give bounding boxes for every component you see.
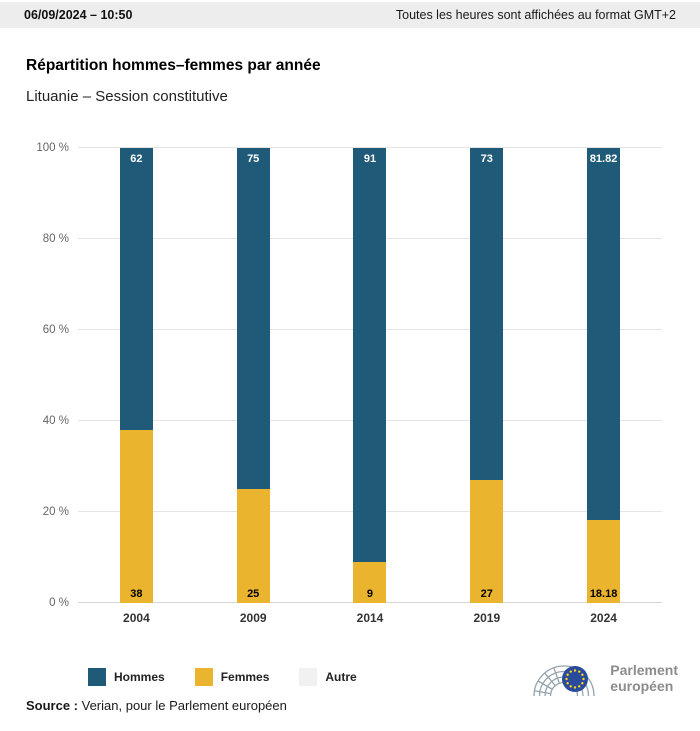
header-datetime: 06/09/2024 – 10:50 xyxy=(24,8,133,22)
legend-swatch-hommes xyxy=(88,668,106,686)
stacked-bar-2024[interactable]: 81.82 18.18 xyxy=(587,148,621,603)
plot-area: 0 % 20 % 40 % 60 % 80 % 100 % 62 38 75 25 91 9 73 27 8… xyxy=(36,142,662,609)
bar-slot-2019: 73 27 xyxy=(428,148,545,603)
x-axis-labels: 2004 2009 2014 2019 2024 xyxy=(78,611,662,625)
bars-container: 62 38 75 25 91 9 73 27 81.82 18.18 xyxy=(78,148,662,603)
segment-hommes-2024[interactable]: 81.82 xyxy=(587,148,621,521)
chart-title: Répartition hommes–femmes par année xyxy=(26,57,321,74)
source-label: Source : xyxy=(26,698,79,713)
header-bar: 06/09/2024 – 10:50 Toutes les heures son… xyxy=(0,2,700,28)
legend-item-femmes[interactable]: Femmes xyxy=(194,668,270,686)
data-label-hommes-2019: 73 xyxy=(480,153,493,165)
bar-slot-2024: 81.82 18.18 xyxy=(545,148,662,603)
data-label-hommes-2014: 91 xyxy=(363,153,377,165)
header-timezone-note: Toutes les heures sont affichées au form… xyxy=(395,8,676,22)
segment-hommes-2019[interactable]: 73 xyxy=(470,148,504,481)
gridline-100 xyxy=(78,147,662,148)
y-tick-label-60: 60 % xyxy=(42,324,69,336)
segment-femmes-2014[interactable]: 9 xyxy=(353,562,387,603)
segment-femmes-2009[interactable]: 25 xyxy=(236,489,270,603)
chart-subtitle: Lituanie – Session constitutive xyxy=(26,88,228,105)
stacked-bar-2004[interactable]: 62 38 xyxy=(119,148,153,603)
legend-item-hommes[interactable]: Hommes xyxy=(88,668,165,686)
bar-slot-2004: 62 38 xyxy=(78,148,195,603)
segment-hommes-2009[interactable]: 75 xyxy=(236,148,270,490)
eu-flag-circle xyxy=(562,666,589,692)
y-tick-label-20: 20 % xyxy=(42,506,69,518)
segment-hommes-2004[interactable]: 62 xyxy=(119,148,153,431)
stacked-bar-2009[interactable]: 75 25 xyxy=(236,148,270,603)
x-tick-label-2024: 2024 xyxy=(590,611,617,625)
parliament-logo: Parlement européen xyxy=(531,654,678,702)
data-label-hommes-2009: 75 xyxy=(247,153,260,165)
hemicycle-eu-flag-icon xyxy=(533,665,595,697)
x-tick-label-2019: 2019 xyxy=(473,611,501,625)
data-label-femmes-2004: 38 xyxy=(130,587,143,600)
data-label-femmes-2019: 27 xyxy=(480,587,493,600)
bar-slot-2014: 91 9 xyxy=(312,148,429,603)
data-label-femmes-2024: 18.18 xyxy=(589,587,618,600)
parliament-logo-text: Parlement européen xyxy=(610,662,678,694)
y-tick-label-80: 80 % xyxy=(42,233,69,245)
segment-femmes-2004[interactable]: 38 xyxy=(119,430,153,603)
data-label-femmes-2014: 9 xyxy=(366,587,374,600)
x-tick-label-2004: 2004 xyxy=(123,611,150,625)
data-label-femmes-2009: 25 xyxy=(247,588,260,600)
logo-text-line2: européen xyxy=(610,678,674,694)
legend-label-femmes: Femmes xyxy=(220,670,270,684)
legend-swatch-autre xyxy=(299,668,318,686)
logo-text-line1: Parlement xyxy=(610,661,678,678)
eu-flag-stars xyxy=(565,669,585,689)
stacked-bar-2014[interactable]: 91 9 xyxy=(353,148,387,603)
segment-hommes-2014[interactable]: 91 xyxy=(353,148,387,563)
data-label-hommes-2024: 81.82 xyxy=(589,153,618,165)
legend-swatch-femmes xyxy=(194,668,213,686)
y-tick-label-0: 0 % xyxy=(49,597,69,609)
y-tick-label-100: 100 % xyxy=(36,142,69,154)
segment-femmes-2019[interactable]: 27 xyxy=(470,480,504,603)
legend-label-hommes: Hommes xyxy=(114,670,165,684)
bar-slot-2009: 75 25 xyxy=(195,148,312,603)
segment-femmes-2024[interactable]: 18.18 xyxy=(587,520,621,603)
legend: Hommes Femmes Autre xyxy=(88,668,357,686)
source-text: Verian, pour le Parlement européen xyxy=(78,698,287,713)
source-line: Source : Verian, pour le Parlement europ… xyxy=(26,698,287,713)
legend-label-autre: Autre xyxy=(325,670,357,684)
stacked-bar-2019[interactable]: 73 27 xyxy=(470,148,504,603)
legend-item-autre[interactable]: Autre xyxy=(299,668,357,686)
x-tick-label-2009: 2009 xyxy=(239,611,267,625)
x-tick-label-2014: 2014 xyxy=(356,611,384,625)
data-label-hommes-2004: 62 xyxy=(130,153,143,165)
y-tick-label-40: 40 % xyxy=(42,415,69,427)
